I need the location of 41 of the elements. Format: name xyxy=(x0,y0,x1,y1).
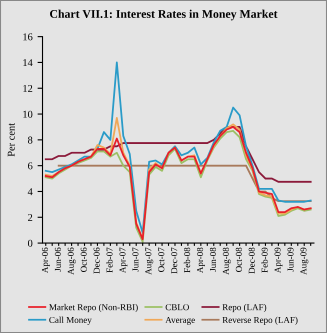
chart-title: Chart VII.1: Interest Rates in Money Market xyxy=(50,10,278,20)
x-tick-label: Jun-09 xyxy=(287,248,294,272)
x-tick-label: Feb-08 xyxy=(184,248,190,273)
line-series xyxy=(44,62,312,234)
x-tick-label: Apr-07 xyxy=(119,248,128,274)
x-tick-label: Apr-09 xyxy=(274,248,282,274)
x-tick-label: Apr-08 xyxy=(197,248,205,274)
x-tick-label: Oct-08 xyxy=(236,248,242,272)
x-tick-label: Dec-08 xyxy=(248,248,255,274)
legend-label: Repo (LAF) xyxy=(222,304,266,312)
y-tick-label: 8 xyxy=(28,136,32,144)
legend-label: Call Money xyxy=(49,316,92,325)
x-tick-label: Aug-09 xyxy=(300,248,308,275)
y-axis-title: Per cent xyxy=(8,123,15,156)
legend-label: Reverse Repo (LAF) xyxy=(222,316,298,325)
line-series xyxy=(58,164,312,202)
y-tick-label: 0 xyxy=(28,240,32,247)
y-tick-label: 4 xyxy=(28,188,33,196)
y-tick-label: 6 xyxy=(28,162,32,170)
legend-label: CBLO xyxy=(166,304,189,310)
x-tick-label: Jun-07 xyxy=(132,248,138,272)
x-tick-label: Apr-06 xyxy=(42,248,50,274)
y-tick-label: 2 xyxy=(28,214,32,221)
legend-label: Average xyxy=(165,316,195,325)
x-tick-label: Aug-07 xyxy=(145,248,154,275)
y-tick-label: 16 xyxy=(23,33,32,40)
x-tick-label: Dec-07 xyxy=(171,248,178,274)
x-tick-label: Feb-07 xyxy=(106,248,113,273)
y-tick-label: 14 xyxy=(23,59,33,66)
x-tick-label: Jun-08 xyxy=(210,248,216,272)
x-tick-label: Feb-09 xyxy=(261,248,268,273)
y-tick-label: 10 xyxy=(23,110,32,118)
x-tick-label: Dec-06 xyxy=(94,248,100,274)
y-tick-label: 12 xyxy=(23,84,32,92)
x-tick-label: Aug-08 xyxy=(222,248,231,275)
x-tick-label: Oct-07 xyxy=(158,248,164,272)
legend-label: Market Repo (Non-RBI) xyxy=(49,304,138,312)
line-series xyxy=(44,126,312,183)
x-tick-label: Jun-06 xyxy=(54,248,61,272)
x-tick-label: Oct-06 xyxy=(80,248,87,272)
x-tick-label: Aug-06 xyxy=(68,248,76,275)
